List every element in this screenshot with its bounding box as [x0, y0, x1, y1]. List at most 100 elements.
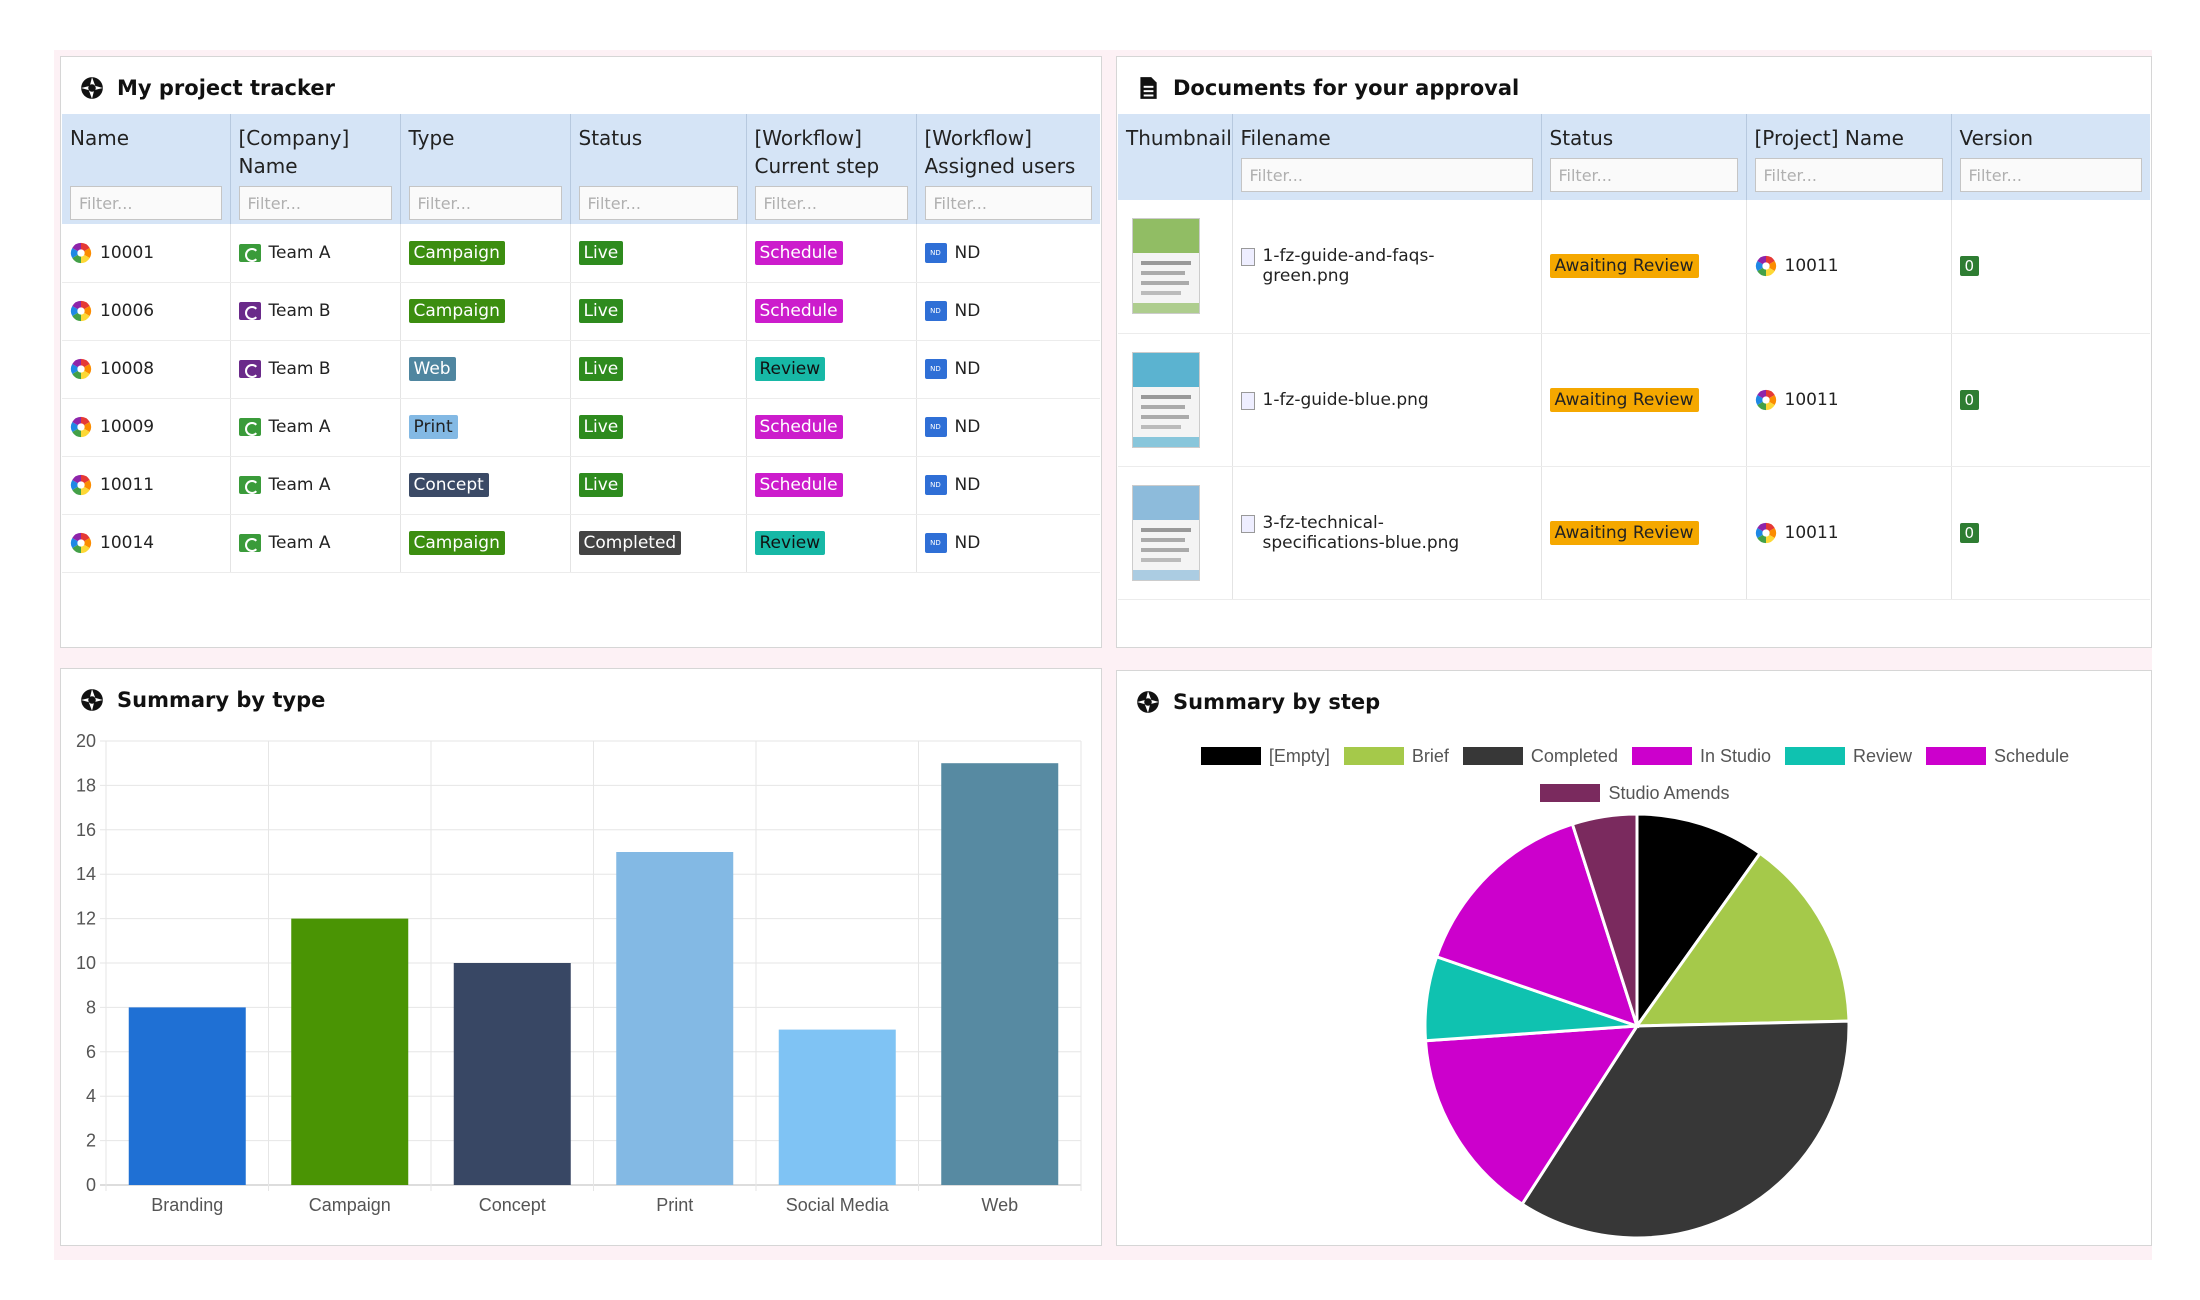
legend-item[interactable]: Schedule — [1926, 739, 2069, 773]
column-header[interactable]: [Project] Name — [1746, 114, 1952, 200]
column-filter-input[interactable] — [238, 186, 392, 220]
version-cell[interactable]: 0 — [1951, 200, 2150, 334]
legend-item[interactable]: [Empty] — [1200, 739, 1330, 773]
name-cell[interactable]: 10009 — [62, 398, 231, 457]
column-filter-input[interactable] — [1240, 158, 1533, 192]
column-filter-input[interactable] — [408, 186, 562, 220]
company-cell[interactable]: Team B — [230, 340, 401, 399]
company-cell[interactable]: Team B — [230, 282, 401, 341]
name-cell[interactable]: 10006 — [62, 282, 231, 341]
status-cell[interactable]: Live — [570, 224, 747, 283]
table-row[interactable]: 1-fz-guide-blue.png Awaiting Review 10011 0 — [1118, 333, 2150, 467]
column-header[interactable]: [Workflow] Current step — [746, 114, 917, 224]
project-name-cell[interactable]: 10011 — [1746, 333, 1952, 467]
workflow-step-cell[interactable]: Schedule — [746, 282, 917, 341]
table-row[interactable]: 10006 Team B Campaign Live Schedule ND ND — [62, 282, 1100, 341]
bar[interactable] — [941, 763, 1059, 1185]
filename-cell[interactable]: 1-fz-guide-and-faqs-green.png — [1232, 200, 1542, 334]
project-name[interactable]: 10001 — [100, 242, 155, 263]
assigned-users-cell[interactable]: ND ND — [916, 224, 1100, 283]
column-filter-input[interactable] — [1959, 158, 2142, 192]
workflow-step-cell[interactable]: Schedule — [746, 456, 917, 515]
thumbnail-cell[interactable] — [1118, 200, 1233, 334]
status-cell[interactable]: Live — [570, 398, 747, 457]
table-row[interactable]: 1-fz-guide-and-faqs-green.png Awaiting Re… — [1118, 200, 2150, 334]
column-header[interactable]: Status — [570, 114, 747, 224]
column-header[interactable]: [Company] Name — [230, 114, 401, 224]
assigned-users-cell[interactable]: ND ND — [916, 456, 1100, 515]
status-cell[interactable]: Live — [570, 456, 747, 515]
type-cell[interactable]: Print — [400, 398, 571, 457]
thumbnail-cell[interactable] — [1118, 466, 1233, 600]
name-cell[interactable]: 10008 — [62, 340, 231, 399]
project-name[interactable]: 10011 — [1784, 256, 1839, 277]
column-header[interactable]: Status — [1541, 114, 1747, 200]
column-filter-input[interactable] — [924, 186, 1092, 220]
legend-item[interactable]: In Studio — [1631, 739, 1771, 773]
company-cell[interactable]: Team A — [230, 514, 401, 573]
bar[interactable] — [128, 1007, 246, 1185]
filename-text[interactable]: 3-fz-technical-specifications-blue.png — [1262, 512, 1460, 553]
workflow-step-cell[interactable]: Review — [746, 340, 917, 399]
project-name-cell[interactable]: 10011 — [1746, 200, 1952, 334]
type-cell[interactable]: Web — [400, 340, 571, 399]
status-cell[interactable]: Awaiting Review — [1541, 466, 1747, 600]
pie-slice[interactable] — [1423, 1024, 1640, 1207]
column-filter-input[interactable] — [1754, 158, 1943, 192]
status-cell[interactable]: Live — [570, 340, 747, 399]
project-name[interactable]: 10011 — [1784, 522, 1839, 543]
project-name[interactable]: 10006 — [100, 301, 155, 321]
pie-slice[interactable] — [1634, 851, 1851, 1028]
table-row[interactable]: 10011 Team A Concept Live Schedule ND ND — [62, 456, 1100, 515]
table-row[interactable]: 10014 Team A Campaign Completed Review ND ND — [62, 514, 1100, 573]
type-cell[interactable]: Concept — [400, 456, 571, 515]
column-filter-input[interactable] — [578, 186, 738, 220]
name-cell[interactable]: 10001 — [62, 224, 231, 283]
company-cell[interactable]: Team A — [230, 224, 401, 283]
filename-cell[interactable]: 1-fz-guide-blue.png — [1232, 333, 1542, 467]
filename-text[interactable]: 1-fz-guide-and-faqs-green.png — [1262, 246, 1435, 287]
company-cell[interactable]: Team A — [230, 456, 401, 515]
name-cell[interactable]: 10014 — [62, 514, 231, 573]
document-thumbnail[interactable] — [1132, 218, 1200, 315]
thumbnail-cell[interactable] — [1118, 333, 1233, 467]
filename-cell[interactable]: 3-fz-technical-specifications-blue.png — [1232, 466, 1542, 600]
column-header[interactable]: Thumbnail — [1118, 114, 1233, 200]
column-header[interactable]: [Workflow] Assigned users — [916, 114, 1100, 224]
assigned-users-cell[interactable]: ND ND — [916, 398, 1100, 457]
workflow-step-cell[interactable]: Schedule — [746, 224, 917, 283]
legend-item[interactable]: Review — [1785, 739, 1912, 773]
workflow-step-cell[interactable]: Schedule — [746, 398, 917, 457]
document-thumbnail[interactable] — [1132, 351, 1200, 448]
pie-slice[interactable] — [1520, 1019, 1851, 1240]
status-cell[interactable]: Awaiting Review — [1541, 200, 1747, 334]
pie-slice[interactable] — [1635, 812, 1763, 1031]
assigned-users-cell[interactable]: ND ND — [916, 514, 1100, 573]
status-cell[interactable]: Completed — [570, 514, 747, 573]
version-cell[interactable]: 0 — [1951, 333, 2150, 467]
bar[interactable] — [778, 1029, 896, 1185]
bar[interactable] — [453, 963, 571, 1185]
table-row[interactable]: 3-fz-technical-specifications-blue.png Aw… — [1118, 466, 2150, 600]
column-filter-input[interactable] — [1549, 158, 1738, 192]
project-name-cell[interactable]: 10011 — [1746, 466, 1952, 600]
column-header[interactable]: Type — [400, 114, 571, 224]
filename-text[interactable]: 1-fz-guide-blue.png — [1262, 389, 1429, 410]
project-name[interactable]: 10011 — [1784, 389, 1839, 410]
column-filter-input[interactable] — [754, 186, 908, 220]
bar[interactable] — [616, 852, 734, 1185]
status-cell[interactable]: Awaiting Review — [1541, 333, 1747, 467]
project-name[interactable]: 10008 — [100, 359, 155, 379]
version-cell[interactable]: 0 — [1951, 466, 2150, 600]
legend-item[interactable]: Studio Amends — [1540, 776, 1730, 810]
pie-slice[interactable] — [1434, 822, 1640, 1029]
column-header[interactable]: Filename — [1232, 114, 1542, 200]
assigned-users-cell[interactable]: ND ND — [916, 282, 1100, 341]
document-thumbnail[interactable] — [1132, 484, 1200, 581]
column-header[interactable]: Version — [1951, 114, 2150, 200]
assigned-users-cell[interactable]: ND ND — [916, 340, 1100, 399]
type-cell[interactable]: Campaign — [400, 282, 571, 341]
legend-item[interactable]: Completed — [1462, 739, 1618, 773]
pie-slice[interactable] — [1570, 812, 1639, 1027]
status-cell[interactable]: Live — [570, 282, 747, 341]
